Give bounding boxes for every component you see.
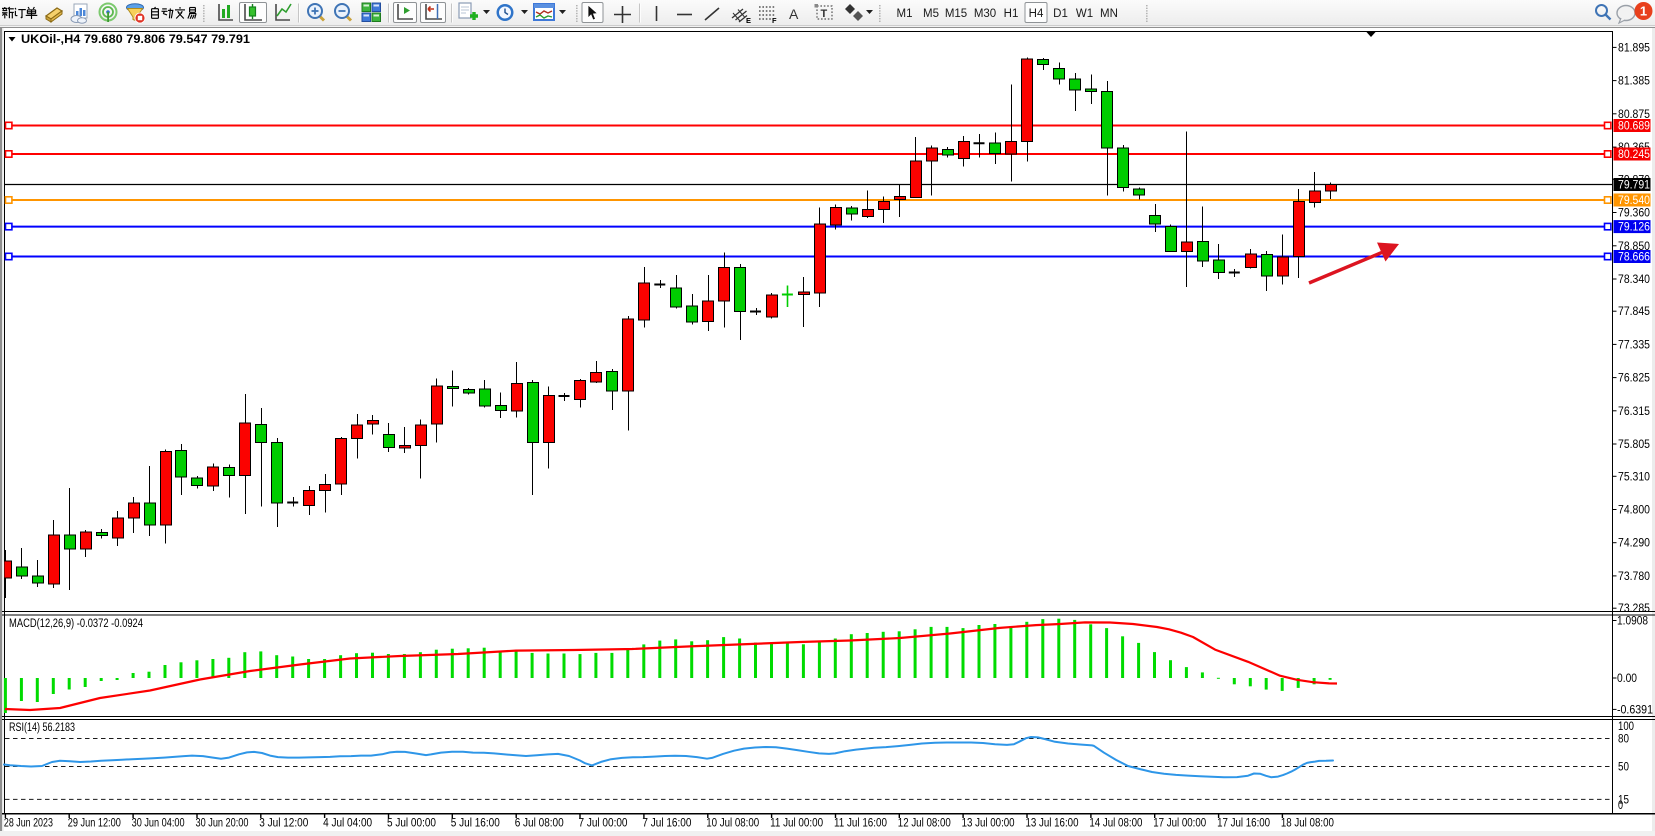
svg-text:7 Jul 00:00: 7 Jul 00:00 bbox=[579, 818, 628, 830]
svg-text:A: A bbox=[789, 6, 799, 22]
svg-text:80.245: 80.245 bbox=[1618, 149, 1650, 161]
svg-text:D1: D1 bbox=[1053, 8, 1068, 20]
svg-text:73.780: 73.780 bbox=[1618, 571, 1650, 583]
svg-text:78.666: 78.666 bbox=[1618, 252, 1650, 264]
svg-text:78.340: 78.340 bbox=[1618, 274, 1650, 286]
svg-text:13 Jul 16:00: 13 Jul 16:00 bbox=[1026, 818, 1079, 830]
svg-text:80.875: 80.875 bbox=[1618, 109, 1650, 121]
svg-text:18 Jul 08:00: 18 Jul 08:00 bbox=[1281, 818, 1334, 830]
svg-text:T: T bbox=[821, 8, 828, 20]
svg-text:79.540: 79.540 bbox=[1618, 195, 1650, 207]
svg-text:15: 15 bbox=[1618, 794, 1629, 806]
svg-text:UKOil-,H4 79.680 79.806 79.54: UKOil-,H4 79.680 79.806 79.547 79.791 bbox=[21, 34, 251, 46]
svg-text:75.805: 75.805 bbox=[1618, 439, 1650, 451]
svg-text:5 Jul 16:00: 5 Jul 16:00 bbox=[451, 818, 500, 830]
svg-text:3 Jul 12:00: 3 Jul 12:00 bbox=[259, 818, 308, 830]
svg-text:30 Jun 04:00: 30 Jun 04:00 bbox=[132, 818, 185, 830]
svg-text:79.791: 79.791 bbox=[1618, 180, 1650, 192]
svg-text:77.335: 77.335 bbox=[1618, 339, 1650, 351]
svg-text:79.360: 79.360 bbox=[1618, 208, 1650, 220]
svg-text:17 Jul 16:00: 17 Jul 16:00 bbox=[1217, 818, 1270, 830]
svg-text:14 Jul 08:00: 14 Jul 08:00 bbox=[1089, 818, 1142, 830]
svg-text:6 Jul 08:00: 6 Jul 08:00 bbox=[515, 818, 564, 830]
svg-text:77.845: 77.845 bbox=[1618, 306, 1650, 318]
svg-text:M5: M5 bbox=[923, 8, 939, 20]
svg-text:1.0908: 1.0908 bbox=[1617, 616, 1648, 628]
svg-text:M1: M1 bbox=[897, 8, 913, 20]
svg-text:E: E bbox=[746, 16, 751, 25]
svg-text:RSI(14) 56.2183: RSI(14) 56.2183 bbox=[9, 722, 75, 734]
svg-text:76.315: 76.315 bbox=[1618, 406, 1650, 418]
svg-text:MN: MN bbox=[1100, 8, 1118, 20]
svg-text:F: F bbox=[772, 16, 777, 25]
svg-text:79.126: 79.126 bbox=[1618, 222, 1650, 234]
svg-text:81.895: 81.895 bbox=[1618, 42, 1650, 54]
svg-text:76.825: 76.825 bbox=[1618, 373, 1650, 385]
svg-text:M30: M30 bbox=[974, 8, 996, 20]
svg-text:78.850: 78.850 bbox=[1618, 241, 1650, 253]
svg-text:11 Jul 16:00: 11 Jul 16:00 bbox=[834, 818, 887, 830]
svg-text:28 Jun 2023: 28 Jun 2023 bbox=[4, 818, 53, 830]
svg-text:80: 80 bbox=[1618, 734, 1629, 746]
svg-text:81.385: 81.385 bbox=[1618, 76, 1650, 88]
svg-text:W1: W1 bbox=[1076, 8, 1093, 20]
svg-text:0.00: 0.00 bbox=[1617, 673, 1637, 685]
svg-text:13 Jul 00:00: 13 Jul 00:00 bbox=[962, 818, 1015, 830]
svg-text:75.310: 75.310 bbox=[1618, 471, 1650, 483]
svg-text:4 Jul 04:00: 4 Jul 04:00 bbox=[323, 818, 372, 830]
svg-text:H4: H4 bbox=[1029, 8, 1044, 20]
svg-text:29 Jun 12:00: 29 Jun 12:00 bbox=[68, 818, 121, 830]
svg-text:5 Jul 00:00: 5 Jul 00:00 bbox=[387, 818, 436, 830]
svg-text:30 Jun 20:00: 30 Jun 20:00 bbox=[196, 818, 249, 830]
svg-text:0: 0 bbox=[1618, 800, 1623, 812]
svg-text:80.689: 80.689 bbox=[1618, 121, 1650, 133]
svg-text:17 Jul 00:00: 17 Jul 00:00 bbox=[1153, 818, 1206, 830]
svg-text:11 Jul 00:00: 11 Jul 00:00 bbox=[770, 818, 823, 830]
svg-text:74.800: 74.800 bbox=[1618, 505, 1650, 517]
svg-text:12 Jul 08:00: 12 Jul 08:00 bbox=[898, 818, 951, 830]
svg-text:MACD(12,26,9) -0.0372 -0.0924: MACD(12,26,9) -0.0372 -0.0924 bbox=[9, 618, 143, 630]
svg-text:M15: M15 bbox=[945, 8, 967, 20]
svg-text:100: 100 bbox=[1618, 721, 1634, 733]
svg-text:7 Jul 16:00: 7 Jul 16:00 bbox=[642, 818, 691, 830]
svg-text:H1: H1 bbox=[1004, 8, 1019, 20]
svg-text:50: 50 bbox=[1618, 762, 1629, 774]
svg-text:74.290: 74.290 bbox=[1618, 538, 1650, 550]
svg-text:10 Jul 08:00: 10 Jul 08:00 bbox=[706, 818, 759, 830]
svg-text:1: 1 bbox=[1640, 4, 1647, 19]
svg-text:73.285: 73.285 bbox=[1618, 603, 1650, 615]
svg-text:-0.6391: -0.6391 bbox=[1617, 704, 1653, 716]
